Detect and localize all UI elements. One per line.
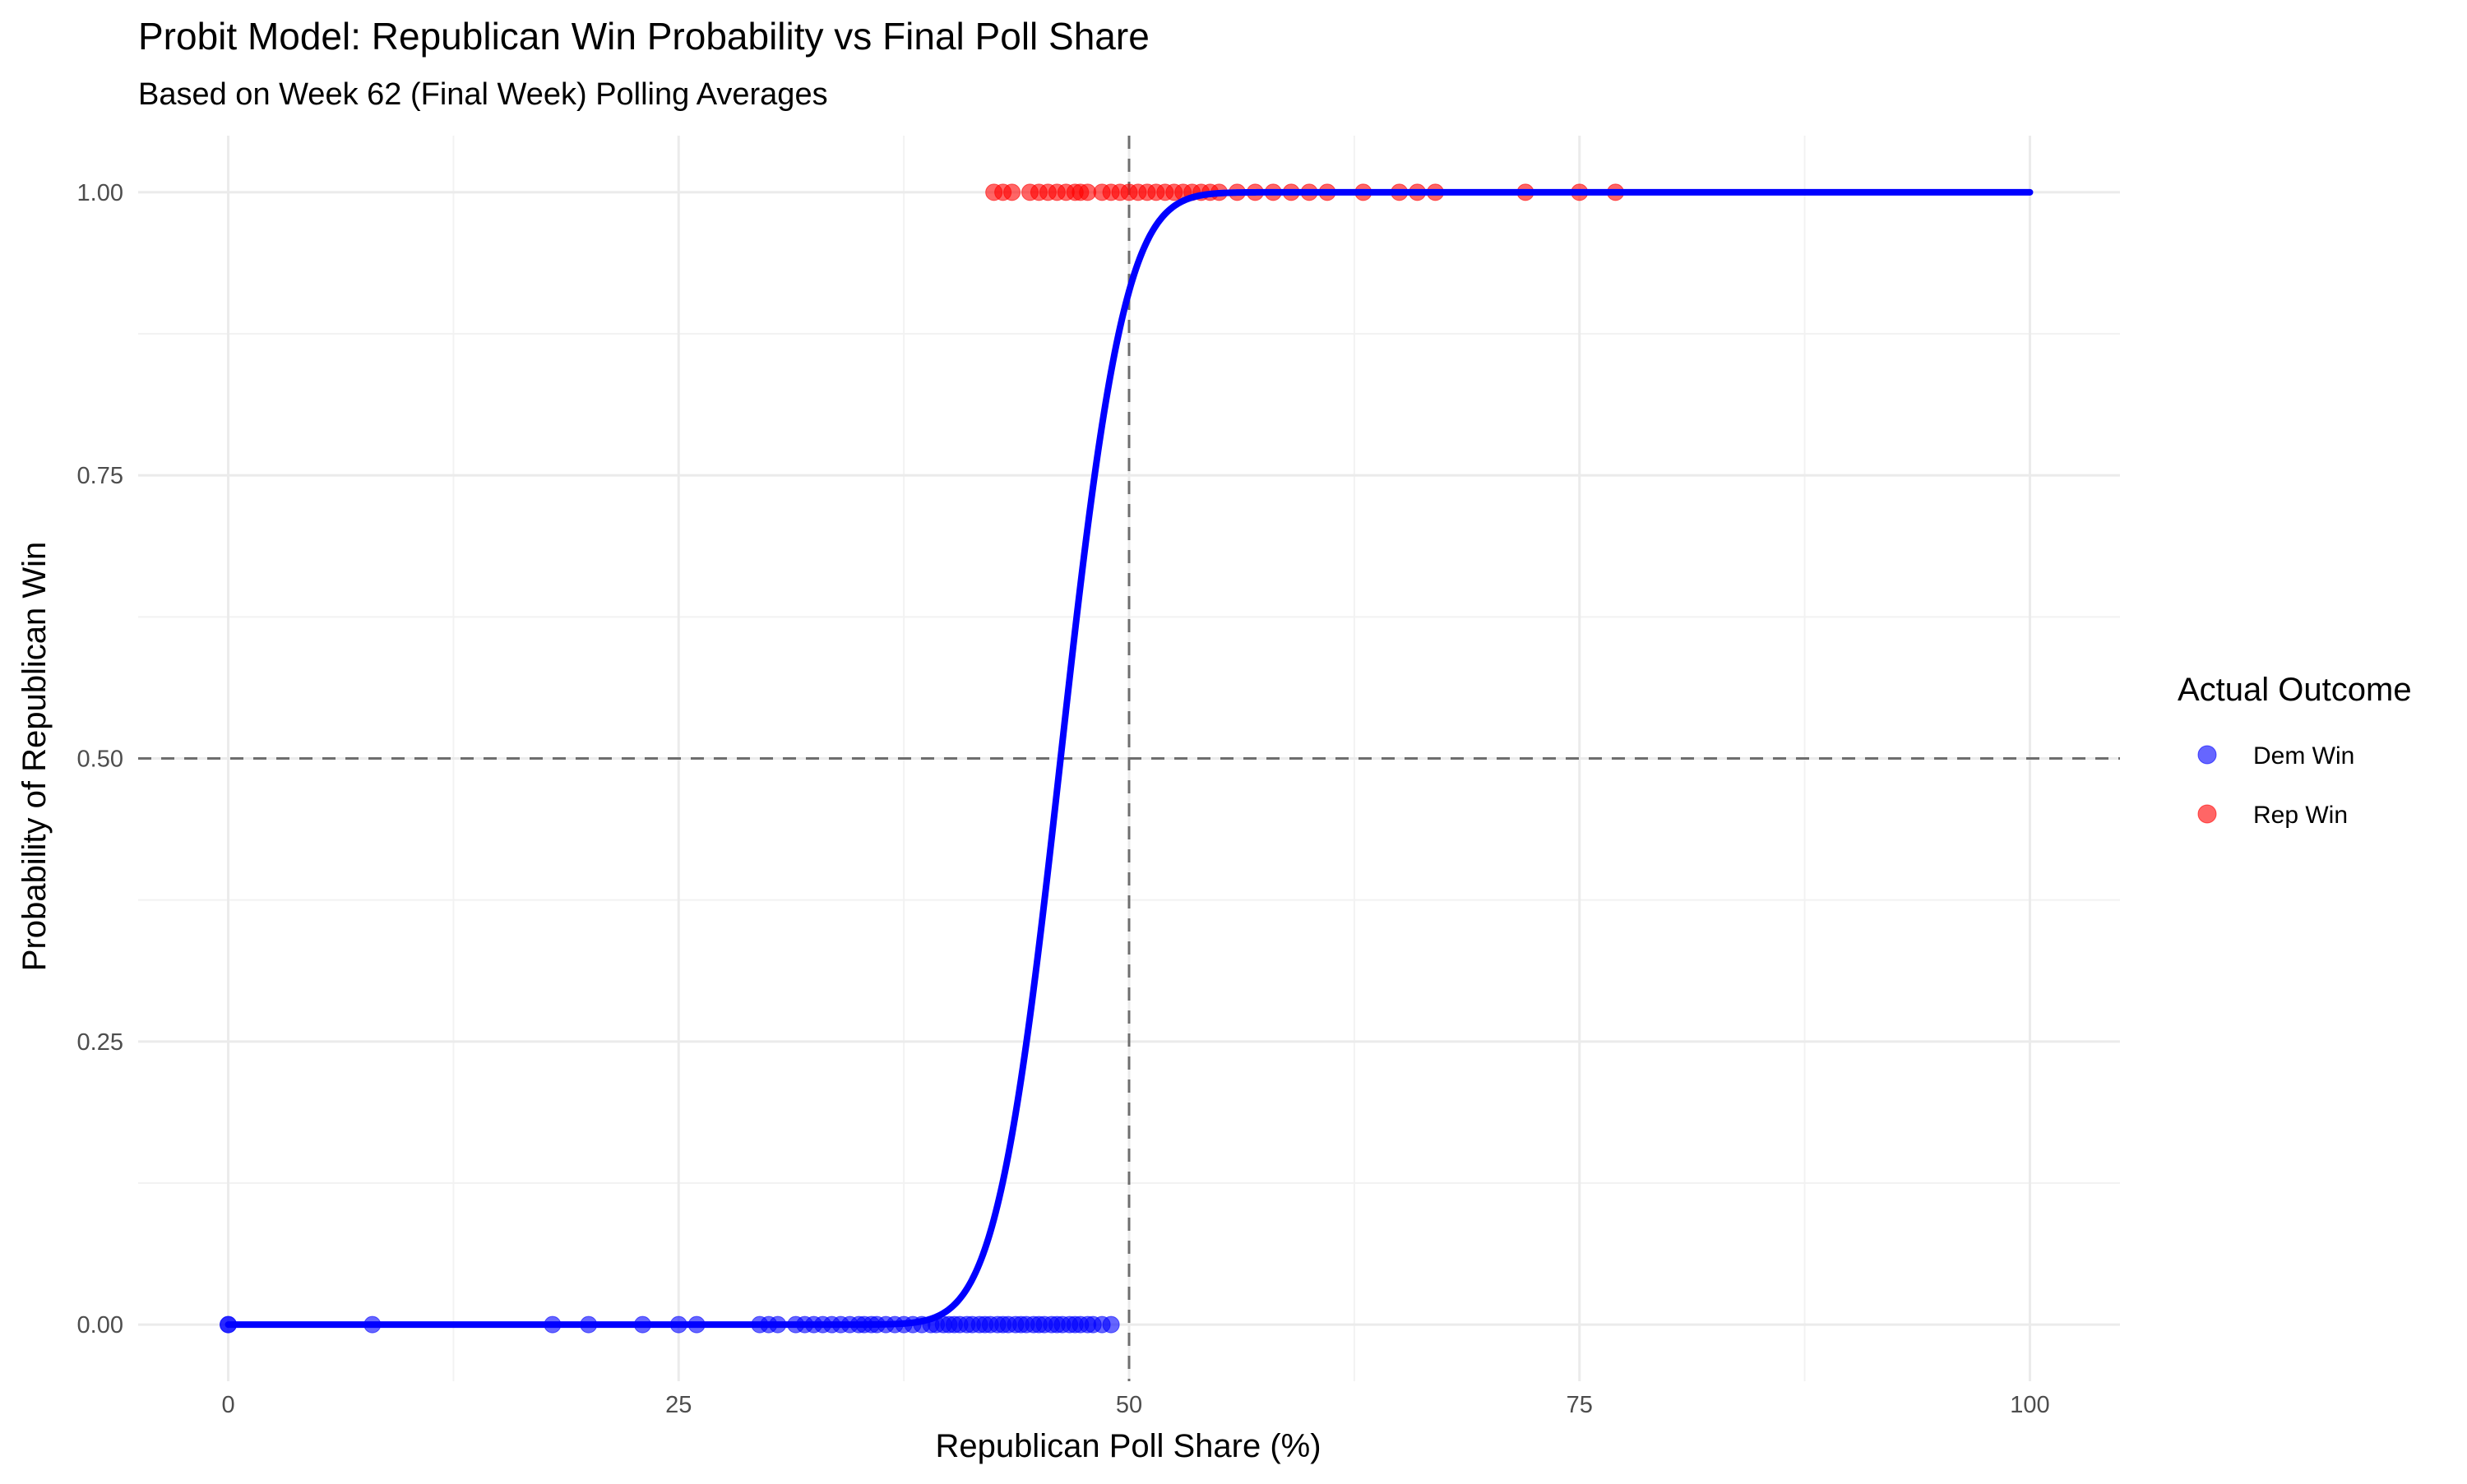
x-axis-label: Republican Poll Share (%) bbox=[935, 1428, 1321, 1464]
legend-swatch-dem-win bbox=[2197, 745, 2217, 765]
y-tick-label: 1.00 bbox=[77, 180, 123, 206]
y-tick-label: 0.75 bbox=[77, 463, 123, 489]
legend-swatch-rep-win bbox=[2197, 804, 2217, 824]
probit-curve bbox=[224, 188, 2034, 1329]
y-tick-label: 0.00 bbox=[77, 1312, 123, 1338]
legend-title: Actual Outcome bbox=[2178, 672, 2412, 708]
x-tick-label: 0 bbox=[221, 1392, 234, 1418]
curve-layer bbox=[224, 188, 2034, 1329]
point-rep-win bbox=[1003, 183, 1021, 201]
legend: Actual Outcome Dem Win Rep Win bbox=[2178, 672, 2412, 829]
legend-label-rep-win: Rep Win bbox=[2253, 802, 2348, 829]
x-tick-label: 50 bbox=[1116, 1392, 1142, 1418]
chart-subtitle: Based on Week 62 (Final Week) Polling Av… bbox=[138, 77, 828, 112]
y-tick-labels: 0.00 0.25 0.50 0.75 1.00 bbox=[77, 180, 123, 1338]
y-axis-label: Probability of Republican Win bbox=[16, 542, 53, 971]
x-tick-label: 100 bbox=[2010, 1392, 2049, 1418]
y-tick-label: 0.25 bbox=[77, 1029, 123, 1056]
point-rep-win bbox=[1079, 183, 1097, 201]
x-tick-labels: 0 25 50 75 100 bbox=[221, 1392, 2049, 1418]
x-tick-label: 75 bbox=[1567, 1392, 1593, 1418]
point-dem-win bbox=[1102, 1315, 1120, 1334]
x-tick-label: 25 bbox=[665, 1392, 692, 1418]
reference-lines bbox=[138, 136, 2120, 1381]
legend-label-dem-win: Dem Win bbox=[2253, 742, 2354, 770]
y-tick-label: 0.50 bbox=[77, 747, 123, 773]
chart-title: Probit Model: Republican Win Probability… bbox=[138, 15, 1150, 58]
